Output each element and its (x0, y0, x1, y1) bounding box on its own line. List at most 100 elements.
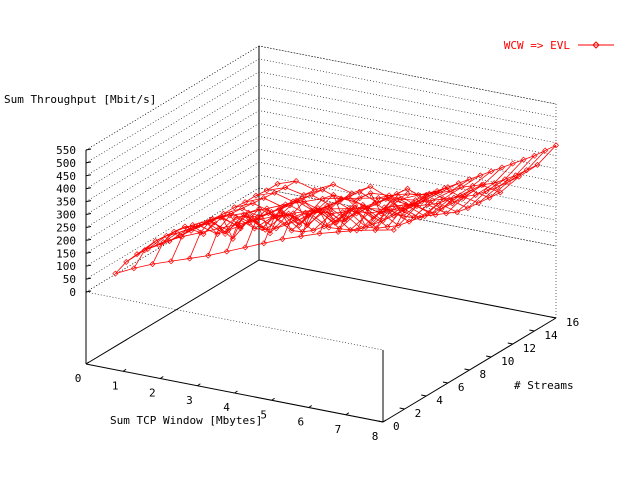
data-point-marker (283, 221, 290, 228)
x-tick-label: 4 (223, 401, 230, 414)
data-point-marker (416, 214, 423, 221)
data-point-marker (130, 265, 137, 272)
z-tick-label: 450 (56, 170, 76, 183)
data-point-marker (271, 213, 278, 220)
legend: WCW => EVL (504, 39, 614, 52)
data-point-marker (294, 217, 301, 224)
data-point-marker (252, 192, 259, 199)
z-tick-label: 0 (69, 286, 76, 299)
data-point-marker (328, 210, 335, 217)
data-point-marker (390, 226, 397, 233)
data-point-marker (298, 233, 304, 240)
data-point-marker (274, 180, 281, 187)
data-point-marker (441, 185, 448, 192)
data-point-marker (403, 201, 410, 208)
data-point-marker (349, 198, 355, 205)
surface-row-line (169, 186, 449, 242)
z-grid-line (85, 187, 557, 293)
data-point-marker (336, 225, 343, 232)
ticks-layer: 0501001502002503003504004505005500123456… (56, 144, 579, 443)
x-tick-mark (345, 412, 350, 416)
data-point-marker (497, 189, 504, 196)
data-point-marker (434, 187, 441, 194)
surface-row-line (266, 150, 546, 206)
data-point-marker (288, 227, 295, 234)
data-point-marker (407, 202, 414, 209)
data-point-marker (239, 205, 246, 212)
data-point-marker (311, 208, 318, 215)
z-tick-mark (85, 161, 92, 164)
z-tick-label: 200 (56, 234, 76, 247)
data-point-marker (400, 213, 406, 220)
data-point-marker (248, 213, 255, 220)
data-point-marker (375, 200, 382, 207)
data-point-marker (472, 192, 479, 199)
top-left-edge (85, 45, 260, 151)
data-point-marker (358, 225, 365, 232)
data-point-marker (429, 197, 436, 204)
data-point-marker (259, 225, 266, 232)
data-point-marker (305, 212, 312, 219)
data-point-marker (229, 235, 236, 242)
y-tick-mark (399, 407, 405, 410)
data-point-marker (149, 261, 156, 268)
z-grid-line (85, 148, 557, 254)
data-point-marker (214, 231, 221, 238)
data-point-marker (325, 224, 332, 231)
data-point-marker (171, 228, 178, 235)
data-point-marker (263, 187, 270, 194)
data-point-marker (426, 190, 433, 197)
z-tick-mark (85, 148, 92, 151)
surface-row-line (277, 145, 557, 201)
data-point-marker (424, 201, 431, 208)
data-point-marker (469, 182, 476, 189)
data-point-marker (256, 205, 263, 212)
data-point-marker (296, 222, 303, 229)
data-point-marker (277, 208, 284, 215)
data-point-marker (376, 208, 383, 215)
data-point-marker (282, 201, 289, 208)
y-tick-mark (529, 329, 535, 332)
data-point-marker (430, 190, 437, 197)
data-point-marker (483, 188, 490, 195)
data-point-marker (454, 209, 461, 216)
y-tick-label: 12 (523, 342, 536, 355)
base-edge-back (258, 259, 557, 319)
data-point-marker (415, 192, 422, 199)
axes-layer (85, 45, 557, 423)
y-axis-label: # Streams (514, 379, 574, 392)
data-point-marker (257, 214, 264, 221)
data-point-marker (304, 222, 311, 228)
data-point-marker (395, 222, 402, 229)
data-point-marker (398, 204, 405, 211)
data-point-marker (330, 191, 337, 198)
data-point-marker (177, 232, 184, 239)
y-tick-label: 14 (544, 329, 558, 342)
data-point-marker (318, 209, 324, 216)
legend-marker (592, 41, 600, 49)
data-point-marker (435, 200, 442, 207)
surface-row-line (115, 229, 394, 275)
x-tick-label: 7 (335, 423, 342, 436)
data-point-marker (166, 238, 173, 245)
data-point-marker (339, 209, 346, 216)
data-point-marker (372, 227, 379, 234)
y-tick-mark (377, 420, 384, 423)
data-point-marker (534, 161, 541, 168)
x-tick-label: 0 (75, 372, 82, 385)
data-point-marker (432, 211, 439, 218)
x-tick-mark (234, 390, 238, 394)
data-point-marker (203, 219, 210, 226)
z-tick-label: 400 (56, 183, 76, 196)
z-tick-label: 550 (56, 144, 76, 157)
data-point-marker (480, 181, 487, 188)
data-point-marker (280, 212, 287, 219)
data-point-marker (285, 210, 292, 217)
data-point-marker (353, 227, 360, 234)
z-tick-label: 500 (56, 157, 76, 170)
data-point-marker (265, 210, 272, 217)
data-point-marker (449, 200, 456, 207)
data-point-marker (378, 210, 385, 217)
y-tick-label: 6 (458, 381, 465, 394)
